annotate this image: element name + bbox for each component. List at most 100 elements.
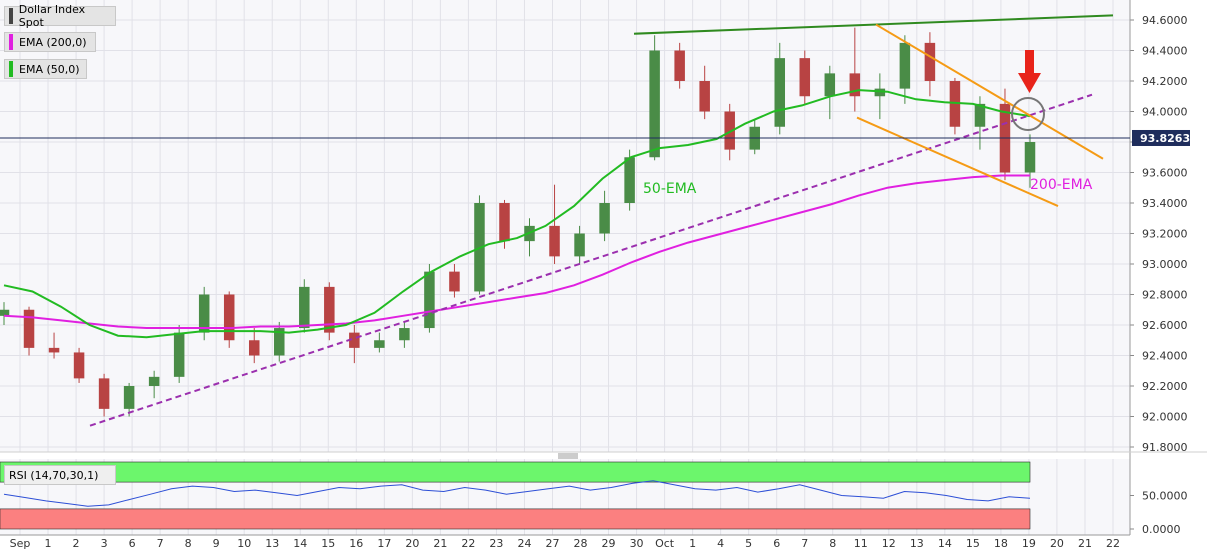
- candle-up: [198, 294, 210, 333]
- date-tick-label: 17: [377, 537, 391, 550]
- ema-200-line: [3, 174, 1030, 329]
- candle-up: [299, 286, 310, 329]
- candle-down: [349, 332, 360, 348]
- candle-down: [849, 73, 861, 97]
- date-tick-label: 8: [829, 537, 836, 550]
- date-tick-label: 15: [966, 537, 980, 550]
- legend-swatch-dollar-index: [9, 8, 13, 24]
- date-tick-label: 22: [461, 537, 475, 550]
- date-tick-label: 11: [854, 537, 868, 550]
- candle-up: [173, 332, 185, 377]
- legend-ema-200[interactable]: EMA (200,0): [4, 32, 96, 52]
- breakout-circle: [1011, 97, 1045, 131]
- date-tick-label: 13: [265, 537, 279, 550]
- ema-50-annotation: 50-EMA: [643, 181, 697, 197]
- rsi-oversold-zone: [0, 508, 1031, 530]
- red-arrow-shaft: [1025, 50, 1034, 74]
- candle-up: [874, 88, 886, 97]
- price-tick-label: 94.4000: [1142, 45, 1188, 58]
- legend-rsi[interactable]: RSI (14,70,30,1): [4, 465, 116, 485]
- candle-down: [23, 309, 35, 348]
- red-arrow-head: [1018, 73, 1041, 93]
- price-tick-label: 92.6000: [1142, 319, 1188, 332]
- rsi-line: [3, 480, 1031, 507]
- price-tick-label: 93.2000: [1142, 228, 1188, 241]
- rsi-tick-label: 50.0000: [1142, 490, 1188, 503]
- legend-swatch-ema-200: [9, 34, 13, 50]
- legend-dollar-index[interactable]: Dollar Index Spot: [4, 3, 116, 29]
- date-tick-label: 28: [574, 537, 588, 550]
- candle-down: [449, 271, 460, 292]
- dashed-support-trendline: [89, 93, 1093, 427]
- rsi-tick-label: 0.0000: [1142, 523, 1181, 536]
- date-tick-label: Oct: [655, 537, 675, 550]
- date-tick-label: 6: [129, 537, 136, 550]
- candle-down: [48, 347, 60, 353]
- date-tick-label: 20: [405, 537, 419, 550]
- date-tick-label: 24: [517, 537, 531, 550]
- price-tick-label: 93.6000: [1142, 167, 1188, 180]
- candle-up: [399, 328, 410, 341]
- price-tick-label: 94.6000: [1142, 14, 1188, 27]
- date-tick-label: 14: [293, 537, 307, 550]
- price-tick-label: 94.0000: [1142, 106, 1188, 119]
- candle-up: [574, 233, 585, 257]
- date-tick-label: 7: [157, 537, 164, 550]
- date-tick-label: 2: [73, 537, 80, 550]
- price-tick-label: 93.0000: [1142, 258, 1188, 271]
- candle-down: [248, 340, 260, 356]
- date-tick-label: 10: [237, 537, 251, 550]
- legend-label-ema-50: EMA (50,0): [19, 62, 80, 76]
- date-tick-label: 1: [689, 537, 696, 550]
- candle-down: [324, 286, 335, 333]
- date-tick-label: Sep: [10, 537, 31, 550]
- candle-up: [424, 271, 435, 329]
- candle-down: [724, 111, 735, 150]
- price-tick-label: 92.0000: [1142, 411, 1188, 424]
- date-tick-label: 21: [1078, 537, 1092, 550]
- date-tick-label: 1: [45, 537, 52, 550]
- date-tick-label: 5: [745, 537, 752, 550]
- candle-up: [774, 58, 786, 127]
- legend-label-dollar-index: Dollar Index Spot: [18, 3, 86, 29]
- date-tick-label: 7: [801, 537, 808, 550]
- date-tick-label: 21: [433, 537, 447, 550]
- date-tick-label: 16: [349, 537, 363, 550]
- date-tick-label: 4: [717, 537, 724, 550]
- date-tick-label: 23: [489, 537, 503, 550]
- date-tick-label: 30: [630, 537, 644, 550]
- date-tick-label: 8: [185, 537, 192, 550]
- last-price-label: 93.8263: [1140, 132, 1190, 145]
- candle-up: [599, 203, 610, 234]
- ema-200-annotation: 200-EMA: [1030, 177, 1093, 193]
- date-tick-label: 19: [1022, 537, 1036, 550]
- date-tick-label: 3: [101, 537, 108, 550]
- candle-down: [924, 42, 936, 81]
- candle-up: [374, 340, 385, 348]
- candle-up: [824, 73, 836, 97]
- price-tick-label: 92.4000: [1142, 350, 1188, 363]
- candle-down: [674, 50, 685, 81]
- legend-ema-50[interactable]: EMA (50,0): [4, 59, 87, 79]
- channel-upper-line: [875, 23, 1104, 160]
- price-plot-area: [0, 0, 1130, 452]
- channel-lower-line: [856, 116, 1059, 207]
- rsi-overbought-zone: [0, 461, 1031, 483]
- legend-label-rsi: RSI (14,70,30,1): [9, 468, 99, 482]
- candle-up: [148, 376, 160, 386]
- candle-up: [624, 157, 635, 203]
- candle-up: [974, 103, 986, 127]
- price-tick-label: 93.4000: [1142, 197, 1188, 210]
- price-tick-label: 91.8000: [1142, 441, 1188, 454]
- candle-down: [699, 81, 710, 112]
- price-tick-label: 92.2000: [1142, 380, 1188, 393]
- candle-up: [899, 42, 911, 89]
- legend-label-ema-200: EMA (200,0): [19, 35, 87, 49]
- candle-down: [73, 352, 85, 379]
- price-tick-label: 94.2000: [1142, 75, 1188, 88]
- date-tick-label: 9: [213, 537, 220, 550]
- date-tick-label: 29: [602, 537, 616, 550]
- date-tick-label: 18: [994, 537, 1008, 550]
